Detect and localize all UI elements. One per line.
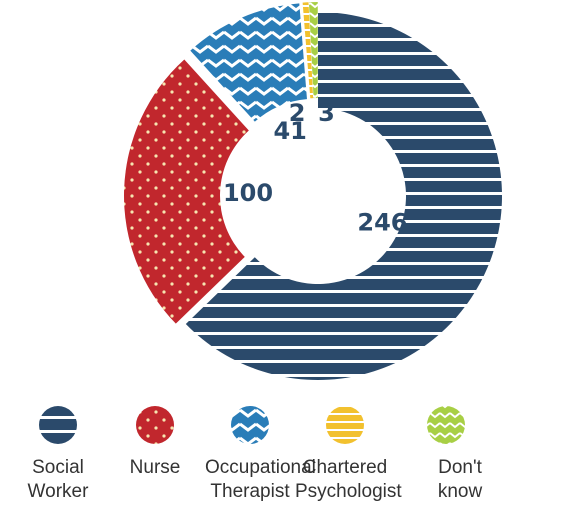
- legend-swatch: [231, 406, 269, 444]
- legend-swatch: [39, 406, 77, 444]
- legend-label: Don't know: [437, 457, 483, 502]
- donut-slice: [302, 2, 314, 99]
- legend-label: Social Worker: [27, 457, 89, 502]
- legend-label: Chartered Psychologist: [295, 457, 402, 502]
- legend-swatch: [326, 406, 364, 444]
- value-label: 2: [289, 99, 306, 127]
- value-label: 3: [318, 99, 335, 127]
- donut-slice: [308, 2, 318, 99]
- legend-swatch: [427, 406, 465, 444]
- donut-slice: [190, 3, 307, 122]
- donut-slice: [124, 59, 249, 324]
- legend-label: Nurse: [129, 457, 181, 478]
- value-label: 41: [273, 117, 306, 145]
- legend-swatch: [136, 406, 174, 444]
- value-label: 246: [357, 208, 407, 236]
- value-label: 100: [223, 179, 273, 207]
- legend-label: Occupational Therapist: [205, 457, 316, 502]
- donut-slice: [185, 12, 502, 380]
